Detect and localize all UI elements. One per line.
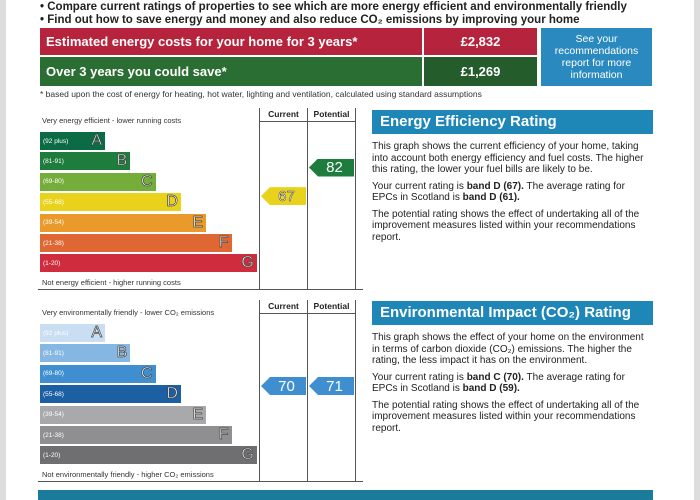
panel-text: The potential rating shows the effect of…: [372, 208, 640, 243]
t: Your current rating is: [372, 180, 467, 192]
panel-title: Environmental Impact (CO₂) Rating: [372, 301, 653, 325]
energy-efficiency-chart: Very energy efficient - lower running co…: [38, 108, 363, 290]
environmental-impact-panel: Environmental Impact (CO₂) Rating This g…: [372, 301, 653, 439]
divider: [355, 108, 356, 289]
panel-title: Energy Efficiency Rating: [372, 110, 653, 134]
band-a: (92 plus) A: [40, 324, 105, 342]
band-range: (69-80): [43, 370, 64, 378]
top-label: Very environmentally friendly - lower CO…: [42, 308, 215, 317]
band-f: (21-38) F: [40, 426, 232, 444]
band-letter: A: [91, 132, 102, 150]
band-d: (55-68) D: [40, 385, 181, 404]
environmental-impact-chart: Very environmentally friendly - lower CO…: [38, 300, 363, 482]
estimated-cost-label: Estimated energy costs for your home for…: [40, 28, 422, 55]
band-range: (21-38): [43, 239, 64, 247]
band-a: (92 plus) A: [40, 132, 105, 150]
band-range: (92 plus): [43, 137, 69, 145]
estimated-cost-value: £2,832: [424, 28, 537, 55]
bullet-save: • Find out how to save energy and money …: [40, 14, 580, 26]
band-letter: G: [241, 446, 254, 464]
band-letter: B: [116, 152, 128, 170]
potential-rating-arrow: 82: [309, 158, 354, 177]
divider: [355, 300, 356, 481]
band-range: (92 plus): [43, 329, 69, 337]
potential-rating-arrow: 71: [309, 377, 354, 396]
divider: [259, 108, 260, 289]
bullet-text: Find out how to save energy and money an…: [47, 14, 580, 26]
band-letter: C: [141, 364, 153, 382]
bottom-label: Not energy efficient - higher running co…: [42, 278, 181, 287]
band-range: (1-20): [43, 451, 61, 459]
band-range: (81-91): [43, 349, 64, 357]
band-range: (39-54): [43, 219, 64, 227]
band-range: (55-68): [43, 390, 64, 398]
band-range: (69-80): [43, 178, 64, 186]
bullet-compare: • Compare current ratings of properties …: [40, 1, 627, 13]
t: Your current rating is: [372, 371, 467, 383]
divider: [307, 108, 308, 289]
next-section-header: [38, 490, 653, 500]
current-header: Current: [260, 108, 307, 122]
divider: [259, 300, 260, 481]
band-b: (81-91) B: [40, 344, 131, 363]
band-range: (21-38): [43, 431, 64, 439]
band-letter: F: [218, 426, 229, 444]
bottom-label: Not environmentally friendly - higher CO…: [42, 470, 214, 479]
band-g: (1-20) G: [40, 446, 257, 465]
band-letter: C: [141, 172, 153, 190]
current-band: band C (70).: [466, 371, 524, 383]
current-rating-arrow: 67: [261, 187, 306, 206]
panel-rating-text: Your current rating is band C (70). The …: [372, 372, 653, 395]
potential-header: Potential: [308, 300, 355, 314]
t: The average rating for EPCs in Scotland …: [372, 371, 625, 395]
panel-text: This graph shows the effect of your home…: [372, 332, 644, 366]
band-letter: G: [241, 254, 254, 272]
band-letter: E: [192, 213, 204, 231]
band-c: (69-80) C: [40, 364, 156, 383]
current-rating-arrow: 70: [261, 377, 306, 396]
band-c: (69-80) C: [40, 172, 156, 191]
band-g: (1-20) G: [40, 254, 257, 273]
band-e: (39-54) E: [40, 405, 207, 424]
recommendations-info: See your recommendations report for more…: [541, 28, 652, 86]
band-letter: E: [192, 405, 204, 423]
panel-text: This graph shows the current efficiency …: [372, 141, 644, 175]
band-letter: A: [91, 324, 102, 342]
band-letter: D: [166, 193, 178, 211]
band-range: (81-91): [43, 157, 64, 165]
current-band: band D (67).: [466, 180, 524, 192]
energy-efficiency-panel: Energy Efficiency Rating This graph show…: [372, 110, 653, 248]
band-letter: B: [116, 344, 128, 362]
panel-rating-text: Your current rating is band D (67). The …: [372, 181, 653, 204]
average-band: band D (61).: [462, 192, 520, 203]
band-range: (1-20): [43, 259, 61, 267]
band-range: (55-68): [43, 198, 64, 206]
band-d: (55-68) D: [40, 193, 181, 212]
band-e: (39-54) E: [40, 213, 207, 232]
panel-text: The potential rating shows the effect of…: [372, 399, 640, 434]
divider: [307, 300, 308, 481]
band-letter: F: [218, 234, 229, 252]
current-header: Current: [260, 300, 307, 314]
potential-header: Potential: [308, 108, 355, 122]
savings-label: Over 3 years you could save*: [40, 57, 422, 86]
top-label: Very energy efficient - lower running co…: [42, 116, 182, 125]
savings-value: £1,269: [424, 57, 537, 86]
band-letter: D: [166, 385, 178, 403]
average-band: band D (59).: [462, 383, 520, 394]
band-b: (81-91) B: [40, 152, 131, 171]
band-range: (39-54): [43, 411, 64, 419]
bullet-text: Compare current ratings of properties to…: [47, 1, 627, 13]
footnote: * based upon the cost of energy for heat…: [40, 89, 482, 99]
band-f: (21-38) F: [40, 234, 232, 252]
t: The average rating for EPCs in Scotland …: [372, 180, 625, 204]
